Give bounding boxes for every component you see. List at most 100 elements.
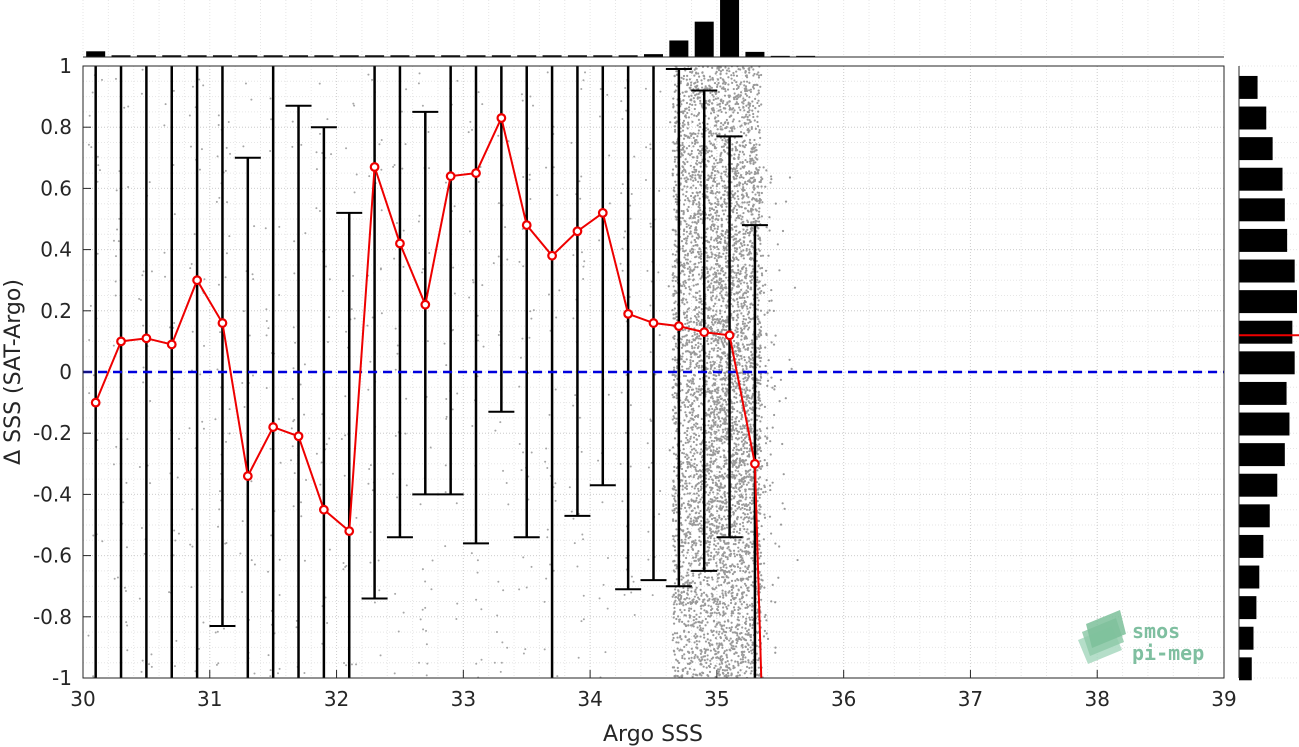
scatter-point xyxy=(740,427,744,430)
scatter-point xyxy=(745,441,749,445)
scatter-point xyxy=(720,438,723,441)
scatter-point xyxy=(747,413,750,416)
scatter-point xyxy=(747,106,750,110)
scatter-point xyxy=(696,84,699,87)
scatter-point xyxy=(723,133,727,136)
scatter-point xyxy=(691,414,694,417)
scatter-point xyxy=(675,632,679,635)
scatter-point xyxy=(688,513,691,516)
scatter-point xyxy=(672,276,675,279)
scatter-point xyxy=(745,447,749,450)
scatter-point xyxy=(743,442,746,445)
scatter-point xyxy=(750,609,754,612)
scatter-point xyxy=(739,658,742,661)
scatter-point xyxy=(712,543,716,546)
scatter-point xyxy=(686,465,690,468)
scatter-point xyxy=(750,127,753,131)
scatter-point xyxy=(726,492,729,495)
scatter-point xyxy=(739,167,742,170)
scatter-point xyxy=(685,242,688,245)
scatter-point xyxy=(699,582,702,586)
scatter-point xyxy=(715,408,719,411)
scatter-point xyxy=(698,576,701,579)
scatter-point xyxy=(690,581,693,584)
scatter-point xyxy=(734,469,737,472)
scatter-point xyxy=(695,365,698,368)
top-histogram-frame xyxy=(83,0,1224,57)
scatter-point xyxy=(721,139,724,142)
scatter-point xyxy=(725,366,728,369)
scatter-point xyxy=(681,369,684,372)
scatter-point xyxy=(697,148,700,152)
scatter-point xyxy=(692,407,695,410)
scatter-point xyxy=(742,211,745,215)
scatter-point xyxy=(696,332,699,336)
scatter-point xyxy=(699,460,702,463)
scatter-point xyxy=(699,322,703,326)
scatter-point xyxy=(689,178,692,181)
scatter-point xyxy=(743,322,747,325)
scatter-point xyxy=(693,423,696,426)
scatter-point xyxy=(735,74,739,77)
scatter-point xyxy=(724,232,727,236)
scatter-point xyxy=(685,596,688,600)
scatter-point xyxy=(702,591,706,594)
scatter-point xyxy=(763,516,767,519)
scatter-point xyxy=(697,620,700,624)
scatter-point xyxy=(736,195,739,198)
scatter-point xyxy=(743,672,746,675)
right-histogram-bars xyxy=(1239,75,1297,681)
scatter-point xyxy=(698,615,701,619)
scatter-point xyxy=(677,661,681,664)
scatter-point xyxy=(736,264,740,267)
scatter-point xyxy=(685,342,689,345)
scatter-point xyxy=(697,129,701,132)
scatter-point xyxy=(682,444,685,447)
scatter-point xyxy=(708,149,711,152)
scatter-point xyxy=(673,301,676,305)
scatter-point xyxy=(671,172,674,175)
scatter-point xyxy=(744,470,748,473)
scatter-point xyxy=(688,103,692,106)
scatter-point xyxy=(748,604,752,607)
scatter-point xyxy=(723,573,727,576)
scatter-point xyxy=(750,616,754,619)
scatter-point xyxy=(719,108,722,111)
scatter-point xyxy=(745,305,748,308)
scatter-point xyxy=(711,217,714,220)
scatter-point xyxy=(691,401,694,405)
scatter-point xyxy=(739,371,742,374)
scatter-point xyxy=(731,470,734,474)
scatter-point xyxy=(756,622,759,625)
right-histogram-bar xyxy=(1239,259,1295,283)
scatter-point xyxy=(759,309,763,312)
scatter-point xyxy=(732,87,735,91)
scatter-point xyxy=(701,619,704,622)
scatter-point xyxy=(757,213,761,216)
scatter-point xyxy=(737,470,740,473)
scatter-point xyxy=(690,647,693,650)
scatter-point xyxy=(682,292,685,296)
scatter-point xyxy=(680,338,683,341)
scatter-point xyxy=(686,111,689,115)
scatter-point xyxy=(717,572,721,575)
scatter-point xyxy=(719,175,723,178)
scatter-point xyxy=(711,329,714,333)
scatter-point xyxy=(722,435,725,439)
scatter-point xyxy=(721,554,724,557)
scatter-point xyxy=(731,610,734,613)
scatter-point xyxy=(681,216,684,220)
scatter-point xyxy=(756,270,759,273)
scatter-point xyxy=(730,162,733,166)
scatter-point xyxy=(741,320,745,323)
scatter-point xyxy=(700,252,703,256)
scatter-point xyxy=(733,246,736,250)
scatter-point xyxy=(722,628,725,631)
scatter-point xyxy=(680,638,683,641)
scatter-point xyxy=(738,205,741,208)
scatter-point xyxy=(746,160,749,164)
scatter-point xyxy=(671,595,674,598)
scatter-point xyxy=(737,153,741,156)
scatter-point xyxy=(698,515,702,518)
scatter-point xyxy=(741,215,744,218)
